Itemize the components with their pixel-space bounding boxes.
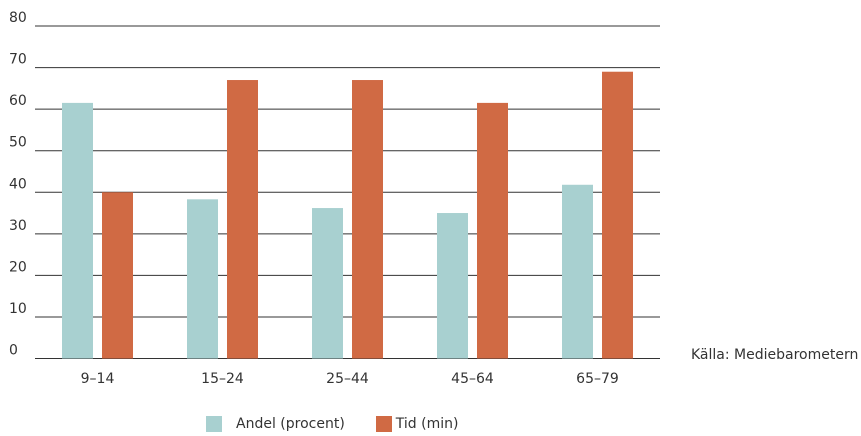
bar-tid-1: [227, 80, 258, 359]
y-axis-ticks: 0 10 20 30 40 50 60 70 80: [9, 10, 27, 359]
bar-tid-0: [102, 192, 133, 359]
y-tick-label: 60: [9, 93, 27, 109]
gridlines: [35, 25, 660, 359]
bar-tid-2: [352, 80, 383, 359]
x-tick-label: 65–79: [576, 371, 619, 387]
x-tick-label: 25–44: [326, 371, 369, 387]
bars: [62, 71, 633, 359]
y-tick-label: 0: [9, 343, 18, 359]
bar-andel-3: [437, 213, 468, 359]
x-tick-label: 45–64: [451, 371, 494, 387]
legend-label-tid: Tid (min): [395, 416, 459, 432]
legend-swatch-tid: [375, 416, 392, 432]
bar-andel-1: [187, 199, 218, 359]
legend-swatch-andel: [206, 416, 222, 432]
source-note: Källa: Mediebarometern: [691, 347, 859, 363]
legend-item-andel: Andel (procent): [206, 416, 345, 432]
x-axis-ticks: 9–14 15–24 25–44 45–64 65–79: [81, 371, 619, 387]
y-tick-label: 50: [9, 135, 27, 151]
legend: Andel (procent) Tid (min): [206, 416, 458, 432]
y-tick-label: 30: [9, 218, 27, 234]
legend-item-tid: Tid (min): [375, 416, 459, 432]
y-tick-label: 10: [9, 301, 27, 317]
bar-tid-3: [477, 102, 508, 359]
bar-andel-0: [62, 102, 93, 359]
bar-tid-4: [602, 71, 633, 359]
y-tick-label: 40: [9, 176, 27, 192]
y-tick-label: 20: [9, 259, 27, 275]
bar-andel-4: [562, 184, 593, 359]
legend-label-andel: Andel (procent): [236, 416, 345, 432]
y-tick-label: 70: [9, 52, 27, 68]
y-tick-label: 80: [9, 10, 27, 26]
x-tick-label: 9–14: [81, 371, 115, 387]
bar-andel-2: [312, 208, 343, 359]
x-tick-label: 15–24: [201, 371, 244, 387]
